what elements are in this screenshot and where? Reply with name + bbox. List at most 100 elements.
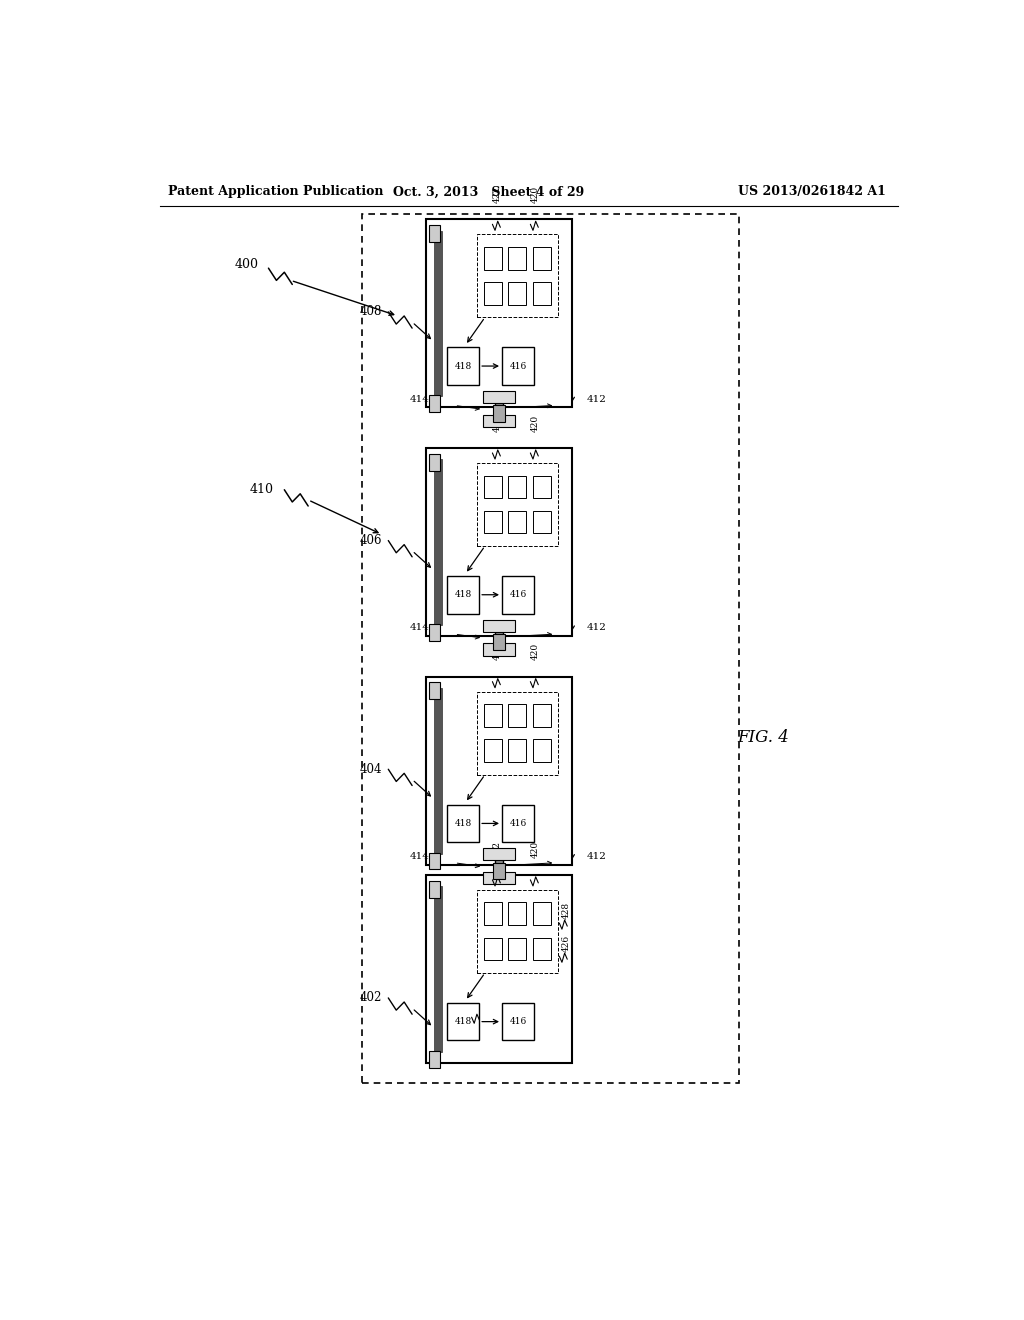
Text: 410: 410 <box>249 483 273 496</box>
Bar <box>502 576 535 614</box>
Text: 414: 414 <box>410 853 429 861</box>
Text: 422: 422 <box>493 643 502 660</box>
Bar <box>483 391 515 403</box>
Text: 420: 420 <box>530 841 540 858</box>
Bar <box>509 511 526 533</box>
Bar <box>434 688 441 854</box>
Text: 422: 422 <box>493 186 502 203</box>
Bar <box>484 475 502 498</box>
Text: 416: 416 <box>510 818 526 828</box>
Bar <box>434 231 441 396</box>
Text: 428: 428 <box>562 902 570 919</box>
Text: 412: 412 <box>587 853 606 861</box>
Text: 406: 406 <box>359 535 382 546</box>
Text: 416: 416 <box>510 590 526 599</box>
Bar <box>484 937 502 961</box>
Bar <box>483 643 515 656</box>
Bar <box>483 849 515 861</box>
Bar <box>477 235 558 317</box>
Text: 418: 418 <box>455 818 472 828</box>
Bar <box>484 704 502 727</box>
Bar <box>477 890 558 973</box>
Bar <box>509 903 526 925</box>
Bar <box>426 677 572 865</box>
Text: 418: 418 <box>455 590 472 599</box>
Bar <box>534 247 551 269</box>
Bar <box>446 347 479 385</box>
Text: 414: 414 <box>410 623 429 632</box>
Text: Patent Application Publication: Patent Application Publication <box>168 185 383 198</box>
Text: 402: 402 <box>359 991 382 1005</box>
Bar <box>428 624 439 640</box>
Bar <box>484 903 502 925</box>
Bar <box>502 347 535 385</box>
Text: 418: 418 <box>455 1018 472 1026</box>
Bar <box>426 447 572 636</box>
Text: 412: 412 <box>587 395 606 404</box>
Text: Oct. 3, 2013   Sheet 4 of 29: Oct. 3, 2013 Sheet 4 of 29 <box>393 185 585 198</box>
Bar <box>495 399 503 425</box>
Text: 424: 424 <box>449 1015 466 1024</box>
Bar <box>509 739 526 762</box>
Bar <box>428 395 439 412</box>
Bar <box>502 1003 535 1040</box>
Text: 426: 426 <box>562 935 570 952</box>
Bar <box>426 875 572 1063</box>
Bar <box>495 628 503 655</box>
Bar <box>495 857 503 883</box>
Bar <box>534 704 551 727</box>
Bar <box>446 805 479 842</box>
Bar <box>428 853 439 870</box>
Text: 414: 414 <box>410 395 429 404</box>
Bar <box>428 1051 439 1068</box>
Bar <box>534 903 551 925</box>
Bar <box>483 619 515 632</box>
Text: FIG. 4: FIG. 4 <box>737 729 788 746</box>
Bar <box>534 282 551 305</box>
Bar <box>428 454 439 471</box>
Bar <box>502 805 535 842</box>
Text: 420: 420 <box>530 643 540 660</box>
Bar <box>446 1003 479 1040</box>
Bar <box>434 459 441 624</box>
Bar <box>477 692 558 775</box>
Bar <box>446 576 479 614</box>
Bar <box>509 247 526 269</box>
Bar <box>483 873 515 884</box>
Bar <box>509 282 526 305</box>
Text: 404: 404 <box>359 763 382 776</box>
Bar <box>493 405 506 421</box>
Bar <box>477 463 558 546</box>
Bar <box>483 414 515 426</box>
Bar <box>426 219 572 408</box>
Text: 420: 420 <box>530 414 540 432</box>
Text: 418: 418 <box>455 362 472 371</box>
Bar <box>509 475 526 498</box>
Bar <box>534 739 551 762</box>
Bar <box>509 704 526 727</box>
Text: 422: 422 <box>493 414 502 432</box>
Bar <box>484 247 502 269</box>
Text: 420: 420 <box>530 186 540 203</box>
Bar <box>484 282 502 305</box>
Bar <box>493 634 506 651</box>
Text: 422: 422 <box>493 841 502 858</box>
Bar <box>428 682 439 700</box>
Bar <box>428 224 439 242</box>
Bar <box>434 886 441 1052</box>
Bar <box>493 863 506 879</box>
Text: 412: 412 <box>587 623 606 632</box>
Bar <box>484 739 502 762</box>
Bar <box>534 937 551 961</box>
Bar <box>484 511 502 533</box>
Bar <box>362 214 739 1084</box>
Text: US 2013/0261842 A1: US 2013/0261842 A1 <box>738 185 886 198</box>
Bar <box>509 937 526 961</box>
Bar <box>534 475 551 498</box>
Text: 416: 416 <box>510 362 526 371</box>
Bar <box>534 511 551 533</box>
Text: 400: 400 <box>234 257 259 271</box>
Text: 416: 416 <box>510 1018 526 1026</box>
Bar <box>428 880 439 898</box>
Text: 408: 408 <box>359 305 382 318</box>
